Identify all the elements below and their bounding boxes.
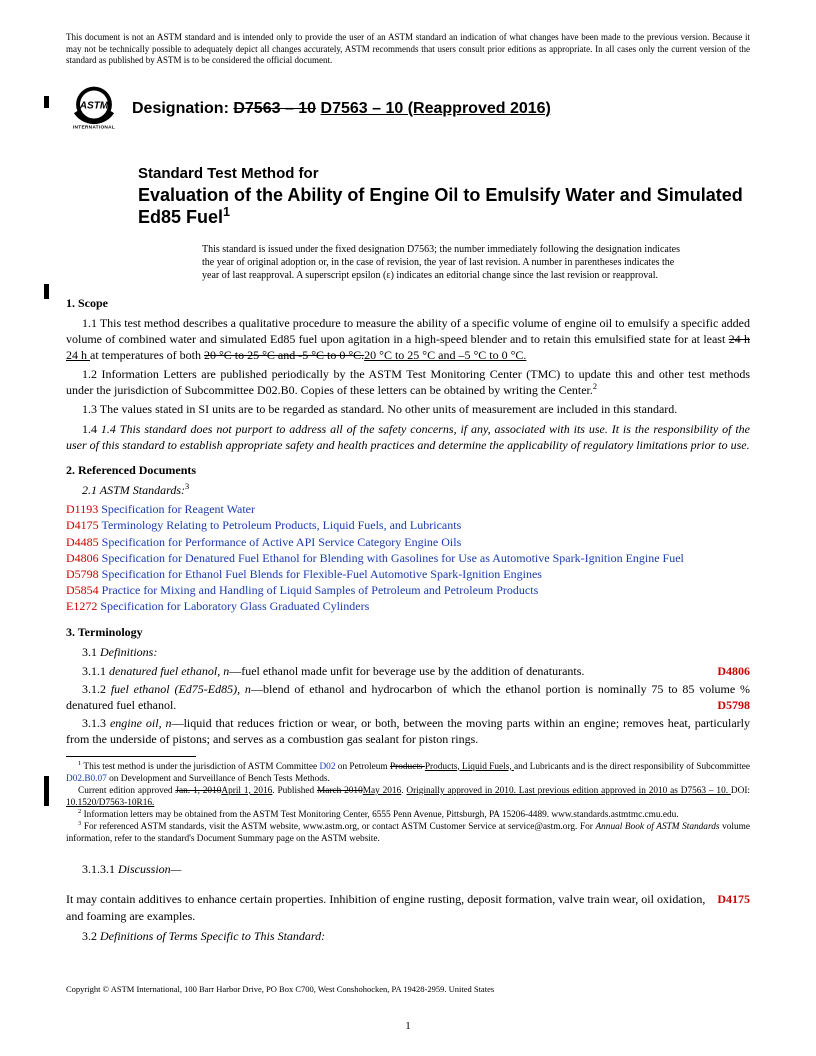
- footnote-rule: [66, 756, 196, 757]
- reference-item: D5854 Practice for Mixing and Handling o…: [66, 582, 750, 598]
- document-page: This document is not an ASTM standard an…: [0, 0, 816, 1056]
- reference-list: D1193 Specification for Reagent Water D4…: [66, 501, 750, 614]
- clause-1.3: 1.3 The values stated in SI units are to…: [66, 401, 750, 417]
- change-bar: [44, 776, 49, 806]
- section-3-body: 3.1 Definitions: D4806 3.1.1 denatured f…: [66, 644, 750, 748]
- title-block: Standard Test Method for Evaluation of t…: [138, 165, 750, 229]
- discussion-head: 3.1.3.1 Discussion—: [66, 861, 750, 877]
- reference-item: E1272 Specification for Laboratory Glass…: [66, 598, 750, 614]
- designation-new: D7563 – 10 (Reapproved 2016): [321, 100, 551, 117]
- footnote-3: 3 For referenced ASTM standards, visit t…: [66, 821, 750, 845]
- clause-1.4: 1.4 1.4 This standard does not purport t…: [66, 421, 750, 453]
- designation-old: D7563 – 10: [233, 100, 316, 117]
- section-2-head: 2. Referenced Documents: [66, 463, 750, 478]
- clause-1.2: 1.2 Information Letters are published pe…: [66, 366, 750, 398]
- clause-2.1: 2.1 ASTM Standards:3: [66, 482, 750, 498]
- svg-text:ASTM: ASTM: [79, 100, 109, 111]
- disclaimer-note: This document is not an ASTM standard an…: [66, 32, 750, 67]
- section-1-head: 1. Scope: [66, 296, 750, 311]
- page-number: 1: [0, 1020, 816, 1032]
- footnote-2: 2 Information letters may be obtained fr…: [66, 809, 750, 821]
- title-main: Evaluation of the Ability of Engine Oil …: [138, 184, 750, 229]
- footnote-1: 1 This test method is under the jurisdic…: [66, 761, 750, 785]
- reference-item: D4806 Specification for Denatured Fuel E…: [66, 550, 750, 566]
- discussion-text: D4175 It may contain additives to enhanc…: [66, 891, 750, 923]
- astm-logo: ASTM INTERNATIONAL: [66, 81, 122, 137]
- footnote-1b: Current edition approved Jan. 1, 2010Apr…: [66, 785, 750, 809]
- designation-line: Designation: D7563 – 10 D7563 – 10 (Reap…: [132, 100, 551, 118]
- reference-item: D1193 Specification for Reagent Water: [66, 501, 750, 517]
- designation-label: Designation:: [132, 100, 229, 117]
- issuance-note: This standard is issued under the fixed …: [202, 243, 686, 282]
- discussion-body: D4175 It may contain additives to enhanc…: [66, 891, 750, 944]
- reference-item: D4485 Specification for Performance of A…: [66, 534, 750, 550]
- clause-1.1: 1.1 This test method describes a qualita…: [66, 315, 750, 364]
- definition-3.1.2: 3.1.2 fuel ethanol (Ed75-Ed85), n—blend …: [66, 681, 750, 713]
- change-bar: [44, 284, 49, 299]
- section-1-body: 1.1 This test method describes a qualita…: [66, 315, 750, 454]
- copyright-line: Copyright © ASTM International, 100 Barr…: [66, 984, 750, 994]
- section-3-body-cont: 3.1.3.1 Discussion—: [66, 861, 750, 877]
- definition-3.1.1: D4806 3.1.1 denatured fuel ethanol, n—fu…: [66, 663, 750, 679]
- reference-item: D4175 Terminology Relating to Petroleum …: [66, 517, 750, 533]
- svg-text:INTERNATIONAL: INTERNATIONAL: [73, 124, 115, 130]
- header-row: ASTM INTERNATIONAL Designation: D7563 – …: [66, 81, 750, 137]
- clause-3.1: 3.1 Definitions:: [66, 644, 750, 660]
- title-lead: Standard Test Method for: [138, 165, 750, 182]
- section-3-head: 3. Terminology: [66, 625, 750, 640]
- definition-3.1.3: 3.1.3 engine oil, n—liquid that reduces …: [66, 715, 750, 747]
- section-2-body: 2.1 ASTM Standards:3 D1193 Specification…: [66, 482, 750, 615]
- change-bar: [44, 96, 49, 108]
- clause-3.2: 3.2 Definitions of Terms Specific to Thi…: [66, 928, 750, 944]
- reference-item: D5798 Specification for Ethanol Fuel Ble…: [66, 566, 750, 582]
